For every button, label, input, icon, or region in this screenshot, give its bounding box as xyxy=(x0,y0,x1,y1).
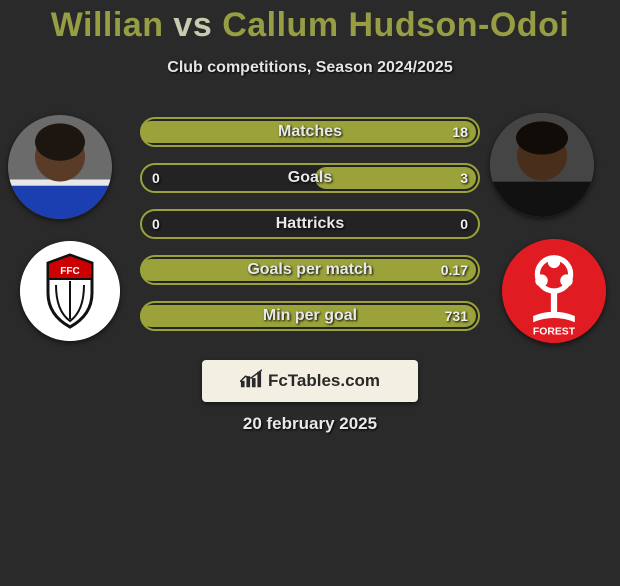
stat-row-goals-per-match: Goals per match 0.17 xyxy=(140,255,480,285)
stat-value-left: 0 xyxy=(152,165,160,191)
stat-row-min-per-goal: Min per goal 731 xyxy=(140,301,480,331)
source-badge: FcTables.com xyxy=(202,360,418,402)
source-brand: FcTables.com xyxy=(268,371,380,391)
comparison-title: Willian vs Callum Hudson-Odoi xyxy=(0,6,620,45)
stat-value-right: 0 xyxy=(460,211,468,237)
stat-value-right: 3 xyxy=(460,165,468,191)
stat-label: Matches xyxy=(278,123,342,141)
stat-value-right: 731 xyxy=(445,303,468,329)
stat-label: Min per goal xyxy=(263,307,357,325)
svg-text:FOREST: FOREST xyxy=(533,327,576,338)
svg-text:FFC: FFC xyxy=(60,266,79,277)
snapshot-date: 20 february 2025 xyxy=(0,414,620,434)
title-player2: Callum Hudson-Odoi xyxy=(222,6,569,44)
title-vs: vs xyxy=(173,6,212,44)
player1-club-crest: FFC xyxy=(20,241,120,341)
player1-photo xyxy=(8,115,112,219)
bars-icon xyxy=(240,369,262,394)
stat-row-hattricks: 0 Hattricks 0 xyxy=(140,209,480,239)
stat-label: Goals per match xyxy=(247,261,372,279)
stat-row-goals: 0 Goals 3 xyxy=(140,163,480,193)
stat-value-left: 0 xyxy=(152,211,160,237)
stat-value-right: 18 xyxy=(452,119,468,145)
title-player1: Willian xyxy=(51,6,164,44)
stat-label: Hattricks xyxy=(276,215,344,233)
stat-rows: Matches 18 0 Goals 3 0 Hattricks 0 Goals… xyxy=(140,117,480,347)
player2-club-crest: FOREST xyxy=(502,239,606,343)
stat-fill-right xyxy=(315,167,476,189)
subtitle: Club competitions, Season 2024/2025 xyxy=(0,59,620,77)
stat-label: Goals xyxy=(288,169,332,187)
player2-photo xyxy=(490,113,594,217)
stat-row-matches: Matches 18 xyxy=(140,117,480,147)
stat-value-right: 0.17 xyxy=(441,257,468,283)
